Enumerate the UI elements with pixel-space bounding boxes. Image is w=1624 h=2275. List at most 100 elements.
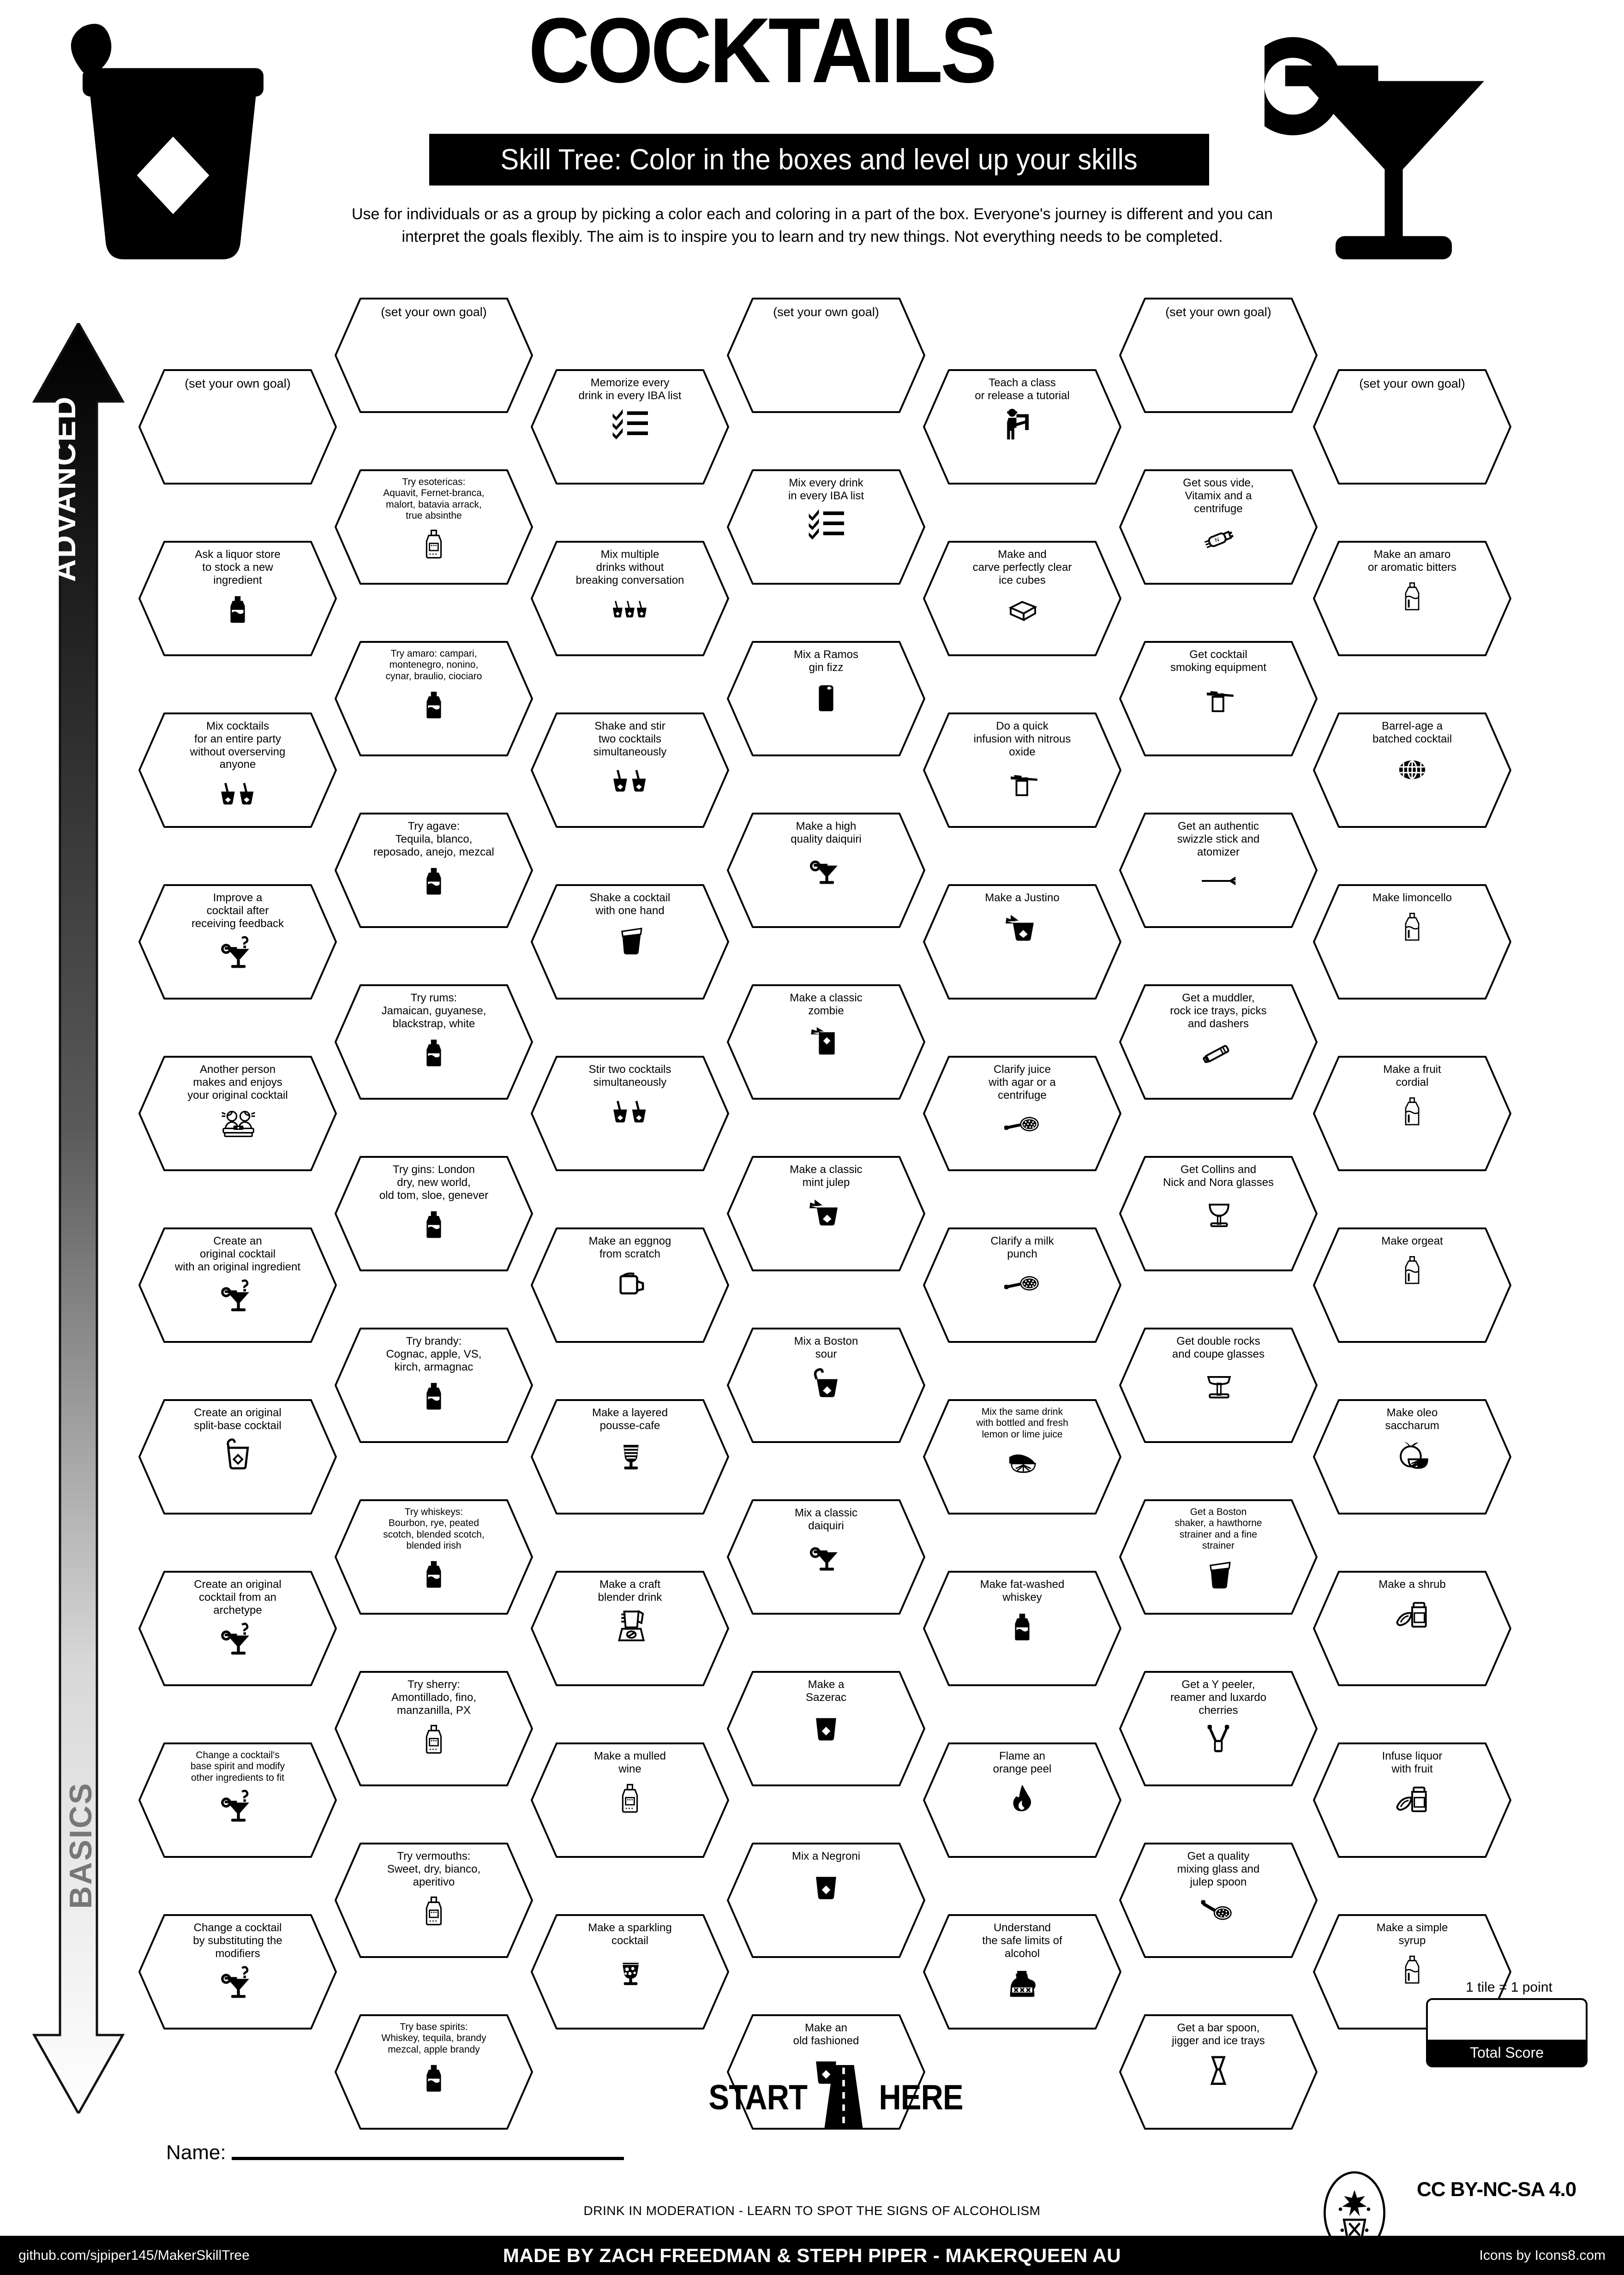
name-input-line[interactable] (231, 2157, 624, 2160)
skill-tile[interactable]: Memorize every drink in every IBA list (531, 369, 729, 485)
skill-tile[interactable]: Create an original cocktail with an orig… (138, 1227, 337, 1343)
skill-tile-label: Mix a classic daiquiri (794, 1507, 858, 1532)
skill-tile[interactable]: Stir two cocktails simultaneously (531, 1056, 729, 1171)
skill-tile[interactable]: Get a muddler, rock ice trays, picks and… (1119, 984, 1318, 1100)
skill-tile-label: Get Collins and Nick and Nora glasses (1163, 1163, 1274, 1189)
skill-tile[interactable]: Make a fruit cordial (1313, 1056, 1511, 1171)
name-label: Name: (166, 2141, 226, 2164)
skill-tile[interactable]: Get a Y peeler, reamer and luxardo cherr… (1119, 1671, 1318, 1786)
skill-tile[interactable]: Try esotericas: Aquavit, Fernet-branca, … (335, 469, 533, 585)
skill-tile-label: Teach a class or release a tutorial (975, 377, 1070, 402)
skill-tile[interactable]: Try vermouths: Sweet, dry, bianco, aperi… (335, 1843, 533, 1958)
skill-tile[interactable]: Clarify juice with agar or a centrifuge (923, 1056, 1121, 1171)
skill-tile[interactable]: Get an authentic swizzle stick and atomi… (1119, 813, 1318, 928)
skill-tile[interactable]: Mix the same drink with bottled and fres… (923, 1399, 1121, 1515)
skill-tile[interactable]: Make a high quality daiquiri (727, 813, 925, 928)
checklist-icon (545, 405, 715, 445)
skill-tile[interactable]: Mix multiple drinks without breaking con… (531, 541, 729, 656)
skill-tile[interactable]: Try brandy: Cognac, apple, VS, kirch, ar… (335, 1328, 533, 1443)
skill-tile-label: (set your own goal) (381, 305, 487, 319)
skill-tile[interactable]: (set your own goal) (138, 369, 337, 485)
skill-tile[interactable]: Create an original cocktail from an arch… (138, 1571, 337, 1686)
skill-tile[interactable]: Make a Justino (923, 884, 1121, 1000)
skill-tile[interactable]: (set your own goal) (335, 298, 533, 413)
skill-tile[interactable]: Make an old fashioned (727, 2014, 925, 2130)
skill-tile[interactable]: (set your own goal) (1313, 369, 1511, 485)
skill-tile[interactable]: Get a bar spoon, jigger and ice trays (1119, 2014, 1318, 2130)
skill-tile[interactable]: Mix a Boston sour (727, 1328, 925, 1443)
name-field[interactable]: Name: (166, 2141, 624, 2164)
skill-tile[interactable]: Get cocktail smoking equipment (1119, 641, 1318, 756)
skill-tile[interactable]: Flame an orange peel (923, 1742, 1121, 1858)
skill-tile[interactable]: Mix a Negroni (727, 1843, 925, 1958)
skill-tile[interactable]: Ask a liquor store to stock a new ingred… (138, 541, 337, 656)
license-text: CC BY-NC-SA 4.0 (1417, 2178, 1576, 2201)
skill-tile[interactable]: (set your own goal) (727, 298, 925, 413)
skill-tile[interactable]: Make oleo saccharum (1313, 1399, 1511, 1515)
skill-tile-label: Get sous vide, Vitamix and a centrifuge (1183, 477, 1254, 515)
skill-tile[interactable]: Make a craft blender drink (531, 1571, 729, 1686)
skill-tile[interactable]: Make a shrub (1313, 1571, 1511, 1686)
skill-tile[interactable]: Try amaro: campari, montenegro, nonino, … (335, 641, 533, 756)
skill-tile[interactable]: Get a quality mixing glass and julep spo… (1119, 1843, 1318, 1958)
icons-credit[interactable]: Icons by Icons8.com (1479, 2247, 1606, 2263)
skill-tile[interactable]: Understand the safe limits of alcohol (923, 1914, 1121, 2030)
skill-tile[interactable]: Get Collins and Nick and Nora glasses (1119, 1156, 1318, 1271)
skill-tile[interactable]: Try rums: Jamaican, guyanese, blackstrap… (335, 984, 533, 1100)
skill-tile[interactable]: Get double rocks and coupe glasses (1119, 1328, 1318, 1443)
syrup-bottle-icon (1327, 577, 1498, 617)
skill-tile[interactable]: Make and carve perfectly clear ice cubes (923, 541, 1121, 656)
skill-tile[interactable]: Infuse liquor with fruit (1313, 1742, 1511, 1858)
skill-tile[interactable]: Clarify a milk punch (923, 1227, 1121, 1343)
citrus-slice-icon (937, 1443, 1108, 1483)
skill-tile[interactable]: Make limoncello (1313, 884, 1511, 1000)
credit-text: MADE BY ZACH FREEDMAN & STEPH PIPER - MA… (503, 2244, 1121, 2266)
header: COCKTAILS Skill Tree: Color in the boxes… (0, 0, 1624, 277)
skill-tile[interactable]: Shake and stir two cocktails simultaneou… (531, 712, 729, 828)
skill-tile-label: Infuse liquor with fruit (1382, 1750, 1443, 1775)
bottle-outline-icon (348, 524, 519, 564)
skill-tile[interactable]: Try sherry: Amontillado, fino, manzanill… (335, 1671, 533, 1786)
skill-tile[interactable]: Get a Boston shaker, a hawthorne straine… (1119, 1499, 1318, 1615)
skill-tile[interactable]: Try whiskeys: Bourbon, rye, peated scotc… (335, 1499, 533, 1615)
skill-tile[interactable]: Try gins: London dry, new world, old tom… (335, 1156, 533, 1271)
skill-tile[interactable]: Another person makes and enjoys your ori… (138, 1056, 337, 1171)
skill-tile[interactable]: Do a quick infusion with nitrous oxide (923, 712, 1121, 828)
skill-tile-label: Make limoncello (1372, 892, 1452, 904)
skill-tile[interactable]: Make an eggnog from scratch (531, 1227, 729, 1343)
skill-tile[interactable]: Mix every drink in every IBA list (727, 469, 925, 585)
skill-tile[interactable]: Make fat-washed whiskey (923, 1571, 1121, 1686)
skill-tile[interactable]: Teach a class or release a tutorial (923, 369, 1121, 485)
skill-tile[interactable]: Barrel-age a batched cocktail (1313, 712, 1511, 828)
total-score-box[interactable]: Total Score (1426, 1998, 1588, 2067)
skill-tile[interactable]: Try base spirits: Whiskey, tequila, bran… (335, 2014, 533, 2130)
skill-tile[interactable]: Make a sparkling cocktail (531, 1914, 729, 2030)
skill-tile[interactable]: Improve a cocktail after receiving feedb… (138, 884, 337, 1000)
fizz-glass-icon (741, 677, 911, 717)
syrup-bottle-icon (1327, 1251, 1498, 1290)
skill-tile[interactable]: Make a Sazerac (727, 1671, 925, 1786)
skill-tile[interactable]: Mix cocktails for an entire party withou… (138, 712, 337, 828)
page-title: COCKTAILS (528, 0, 997, 102)
bottle-outline-icon (348, 1891, 519, 1931)
skill-tile[interactable]: Create an original split-base cocktail (138, 1399, 337, 1515)
skill-tile-label: Create an original cocktail with an orig… (174, 1235, 301, 1273)
skill-tile[interactable]: Make a classic zombie (727, 984, 925, 1100)
skill-tile[interactable]: Make an amaro or aromatic bitters (1313, 541, 1511, 656)
skill-tile[interactable]: Change a cocktail's base spirit and modi… (138, 1742, 337, 1858)
skill-tile[interactable]: Make orgeat (1313, 1227, 1511, 1343)
github-link[interactable]: github.com/sjpiper145/MakerSkillTree (18, 2247, 250, 2263)
skill-tile[interactable]: Make a classic mint julep (727, 1156, 925, 1271)
skill-tile[interactable]: Shake a cocktail with one hand (531, 884, 729, 1000)
skill-tile-label: Make an old fashioned (793, 2022, 859, 2047)
strainer-icon (937, 1104, 1108, 1144)
skill-tile[interactable]: Change a cocktail by substituting the mo… (138, 1914, 337, 2030)
skill-tile[interactable]: Make a mulled wine (531, 1742, 729, 1858)
skill-tile[interactable]: Mix a classic daiquiri (727, 1499, 925, 1615)
skill-tile[interactable]: Mix a Ramos gin fizz (727, 641, 925, 756)
skill-tile[interactable]: Try agave: Tequila, blanco, reposado, an… (335, 813, 533, 928)
skill-tile[interactable]: Get sous vide, Vitamix and a centrifuge … (1119, 469, 1318, 585)
skill-tile[interactable]: (set your own goal) (1119, 298, 1318, 413)
skill-tile[interactable]: Make a layered pousse-cafe (531, 1399, 729, 1515)
score-hint: 1 tile = 1 point (1466, 1980, 1552, 1995)
